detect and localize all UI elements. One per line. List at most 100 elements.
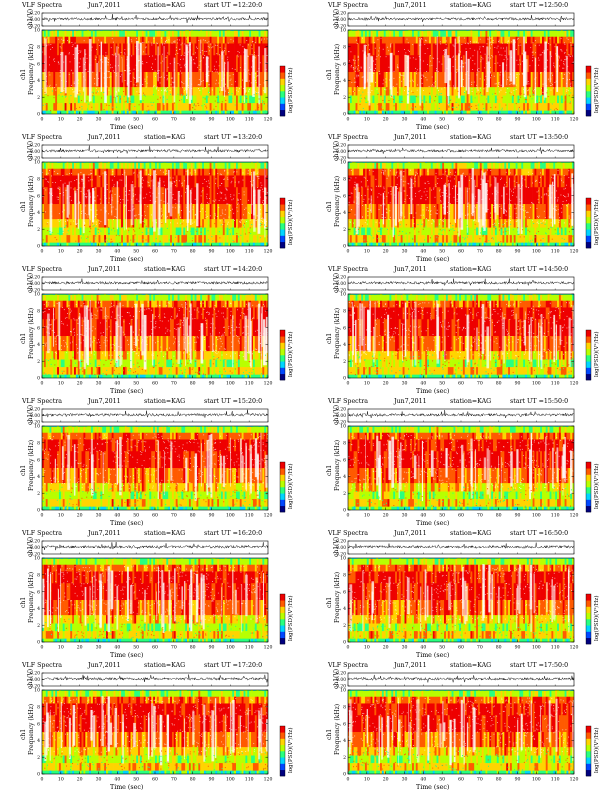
- x-tick-label: 0: [41, 249, 44, 255]
- colorbar-segment: [280, 110, 285, 117]
- spectrogram: [348, 289, 575, 378]
- x-tick-label: 30: [96, 117, 102, 123]
- x-tick-label: 30: [402, 117, 408, 123]
- colorbar-segment: [280, 745, 285, 752]
- colorbar-segment: [280, 757, 285, 764]
- x-tick-label: 50: [439, 117, 445, 123]
- x-tick-label: 30: [402, 777, 408, 783]
- colorbar-segment: [280, 204, 285, 211]
- x-tick-label: 110: [551, 249, 560, 255]
- x-tick-label: 10: [58, 381, 64, 387]
- y-tick-label: 8: [343, 177, 346, 183]
- frequency-axis-label: Frequency (kHz): [28, 440, 35, 491]
- frequency-axis-label: Frequency (kHz): [334, 440, 341, 491]
- x-tick-label: 80: [496, 249, 502, 255]
- colorbar-segment: [586, 66, 591, 73]
- x-tick-label: 40: [114, 777, 120, 783]
- spectrogram: [42, 157, 269, 246]
- colorbar-segment: [280, 223, 285, 230]
- x-tick-label: 70: [477, 381, 483, 387]
- y-tick-label: 2: [37, 491, 40, 497]
- waveform-axis-label: ch1(V): [27, 669, 34, 689]
- colorbar-label: log(PSD)(V²/Hz): [594, 727, 600, 773]
- x-tick-label: 80: [496, 513, 502, 519]
- y-tick-label: 6: [37, 589, 40, 595]
- colorbar-segment: [586, 343, 591, 350]
- colorbar-segment: [586, 236, 591, 243]
- x-tick-label: 70: [171, 249, 177, 255]
- x-tick-label: 90: [209, 117, 215, 123]
- frequency-axis-prefix: ch1: [326, 201, 333, 212]
- waveform-axis-label: ch1(V): [27, 273, 34, 293]
- x-tick-label: 80: [190, 513, 196, 519]
- spectrogram: [42, 289, 269, 378]
- colorbar-segment: [586, 468, 591, 475]
- x-tick-label: 90: [515, 117, 521, 123]
- frequency-axis-label: Frequency (kHz): [334, 308, 341, 359]
- y-tick-label: 2: [37, 359, 40, 365]
- x-tick-label: 20: [383, 381, 389, 387]
- x-tick-label: 0: [41, 381, 44, 387]
- x-tick-label: 90: [209, 513, 215, 519]
- frequency-axis-prefix: ch1: [20, 201, 27, 212]
- x-tick-label: 80: [496, 645, 502, 651]
- y-tick-label: 6: [343, 61, 346, 67]
- frequency-axis-prefix: ch1: [20, 333, 27, 344]
- y-tick-label: 8: [37, 309, 40, 315]
- x-tick-label: 20: [77, 645, 83, 651]
- colorbar-segment: [280, 506, 285, 513]
- x-tick-label: 90: [515, 513, 521, 519]
- y-tick-label: 10: [34, 292, 40, 298]
- colorbar-segment: [586, 481, 591, 488]
- y-tick-label: 6: [37, 721, 40, 727]
- x-tick-label: 60: [152, 645, 158, 651]
- waveform-axis-label: ch1(V): [27, 405, 34, 425]
- x-tick-label: 110: [551, 645, 560, 651]
- x-tick-label: 20: [383, 249, 389, 255]
- y-tick-label: 6: [37, 325, 40, 331]
- x-tick-label: 50: [133, 117, 139, 123]
- y-tick-label: 8: [343, 45, 346, 51]
- y-tick-label: 10: [34, 160, 40, 166]
- x-tick-label: 50: [133, 381, 139, 387]
- x-tick-label: 100: [226, 513, 235, 519]
- x-tick-label: 80: [496, 381, 502, 387]
- x-tick-label: 0: [41, 513, 44, 519]
- x-tick-label: 100: [532, 645, 541, 651]
- colorbar-label: log(PSD)(V²/Hz): [288, 595, 294, 641]
- x-tick-label: 80: [190, 645, 196, 651]
- colorbar-segment: [586, 475, 591, 482]
- x-tick-label: 30: [96, 513, 102, 519]
- time-axis-label: Time (sec): [110, 652, 143, 659]
- x-tick-label: 120: [570, 381, 579, 387]
- x-tick-label: 110: [245, 117, 254, 123]
- x-tick-label: 20: [383, 645, 389, 651]
- colorbar-segment: [586, 745, 591, 752]
- x-tick-label: 30: [96, 381, 102, 387]
- colorbar-segment: [586, 770, 591, 777]
- x-tick-label: 110: [551, 513, 560, 519]
- x-tick-label: 20: [77, 513, 83, 519]
- y-tick-label: 10: [34, 424, 40, 430]
- x-tick-label: 70: [477, 513, 483, 519]
- colorbar-segment: [280, 97, 285, 104]
- frequency-axis-prefix: ch1: [20, 597, 27, 608]
- x-tick-label: 70: [171, 513, 177, 519]
- x-tick-label: 110: [245, 645, 254, 651]
- frequency-axis-label: Frequency (kHz): [334, 44, 341, 95]
- colorbar-segment: [280, 462, 285, 469]
- y-tick-label: 2: [37, 227, 40, 233]
- x-tick-label: 0: [41, 117, 44, 123]
- colorbar-segment: [280, 355, 285, 362]
- x-tick-label: 100: [226, 117, 235, 123]
- colorbar-segment: [586, 104, 591, 111]
- x-tick-label: 40: [114, 513, 120, 519]
- spectrogram: [42, 685, 269, 774]
